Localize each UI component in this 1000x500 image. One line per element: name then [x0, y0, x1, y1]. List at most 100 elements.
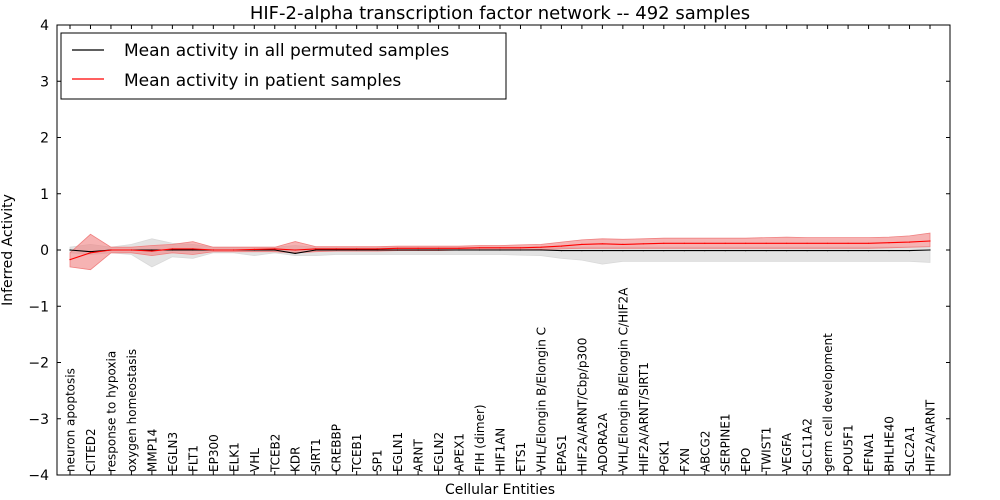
x-tick-label: response to hypoxia	[105, 351, 119, 472]
x-tick-label: TWIST1	[760, 427, 774, 473]
x-tick-label: TCEB2	[268, 434, 282, 473]
point-patient	[274, 248, 276, 250]
x-tick-label: ELK1	[227, 442, 241, 472]
point-permuted	[499, 249, 501, 251]
point-patient	[192, 248, 194, 250]
point-patient	[417, 247, 419, 249]
legend: Mean activity in all permuted samples Me…	[60, 32, 507, 100]
x-tick-label: SLC11A2	[801, 418, 815, 472]
point-patient	[888, 242, 890, 244]
point-patient	[581, 243, 583, 245]
point-patient	[356, 248, 358, 250]
point-permuted	[335, 249, 337, 251]
x-tick-label: EGLN1	[391, 432, 405, 472]
y-tick-label: 4	[40, 18, 49, 34]
point-patient	[110, 249, 112, 251]
point-permuted	[274, 249, 276, 251]
legend-label-permuted: Mean activity in all permuted samples	[124, 41, 449, 61]
x-tick-label: SP1	[371, 449, 385, 472]
point-patient	[847, 242, 849, 244]
y-axis-label: Inferred Activity	[0, 194, 16, 306]
x-tick-label: ADORA2A	[596, 412, 610, 472]
point-patient	[540, 246, 542, 248]
x-tick-label: MMP14	[145, 429, 159, 472]
x-tick-label: FLT1	[186, 445, 200, 472]
point-permuted	[315, 249, 317, 251]
point-patient	[253, 248, 255, 250]
x-axis-label: Cellular Entities	[445, 482, 555, 498]
point-patient	[458, 247, 460, 249]
y-tick-label: 1	[40, 187, 49, 203]
point-patient	[786, 242, 788, 244]
point-patient	[868, 242, 870, 244]
x-tick-label: PGK1	[657, 440, 671, 472]
point-patient	[560, 245, 563, 247]
point-permuted	[806, 250, 808, 252]
y-tick-label: −2	[28, 356, 49, 372]
point-patient	[69, 259, 71, 261]
point-permuted	[356, 249, 358, 251]
x-tick-label: HIF2A/ARNT	[924, 399, 938, 472]
point-patient	[929, 240, 931, 242]
point-patient	[724, 242, 726, 244]
point-permuted	[540, 249, 542, 251]
point-permuted	[151, 249, 153, 251]
x-tick-label: EP300	[207, 434, 221, 472]
point-permuted	[519, 249, 522, 251]
point-patient	[233, 249, 235, 251]
x-tick-label: SLC2A1	[903, 426, 917, 472]
x-tick-label: CITED2	[84, 428, 98, 472]
y-tick-label: 0	[40, 243, 49, 259]
point-permuted	[376, 249, 378, 251]
chart-title: HIF-2-alpha transcription factor network…	[250, 3, 750, 24]
point-patient	[663, 242, 665, 244]
x-tick-label: HIF1AN	[494, 428, 508, 472]
point-patient	[601, 243, 604, 245]
point-permuted	[642, 250, 644, 252]
point-patient	[478, 247, 481, 249]
point-patient	[683, 242, 685, 244]
x-tick-label: ARNT	[412, 438, 426, 472]
point-patient	[806, 242, 808, 244]
x-tick-label: SERPINE1	[719, 413, 733, 472]
point-patient	[704, 242, 706, 244]
x-tick-label: ETS1	[514, 442, 528, 472]
y-tick-label: −1	[28, 299, 49, 315]
x-tick-label: FIH (dimer)	[473, 404, 487, 472]
x-tick-label: EGLN3	[166, 432, 180, 472]
x-tick-label: EPO	[739, 448, 753, 472]
x-tick-label: germ cell development	[821, 333, 835, 472]
point-patient	[745, 242, 747, 244]
point-permuted	[622, 250, 624, 252]
x-tick-label: HIF2A/ARNT/SIRT1	[637, 362, 651, 472]
legend-box	[60, 32, 507, 100]
x-tick-label: CREBBP	[330, 424, 344, 472]
x-tick-label: EFNA1	[862, 433, 876, 472]
point-permuted	[724, 250, 726, 252]
point-permuted	[581, 250, 583, 252]
point-permuted	[458, 249, 460, 251]
x-tick-label: KDR	[289, 447, 303, 472]
point-patient	[519, 247, 522, 249]
point-permuted	[683, 250, 685, 252]
point-patient	[397, 247, 399, 249]
x-tick-label: VEGFA	[780, 432, 794, 472]
point-permuted	[560, 250, 563, 252]
x-tick-label: ABCG2	[698, 430, 712, 472]
x-tick-label: TCEB1	[350, 434, 364, 473]
point-patient	[642, 243, 644, 245]
x-tick-label: SIRT1	[309, 438, 323, 472]
point-permuted	[438, 249, 440, 251]
point-patient	[827, 242, 829, 244]
point-permuted	[745, 250, 747, 252]
x-tick-label: EGLN2	[432, 432, 446, 472]
point-permuted	[929, 249, 931, 251]
point-patient	[130, 249, 132, 251]
point-permuted	[786, 250, 788, 252]
y-tick-label: 3	[40, 74, 49, 90]
point-permuted	[397, 249, 399, 251]
band-patient	[69, 232, 931, 271]
point-patient	[438, 247, 440, 249]
point-patient	[622, 243, 624, 245]
